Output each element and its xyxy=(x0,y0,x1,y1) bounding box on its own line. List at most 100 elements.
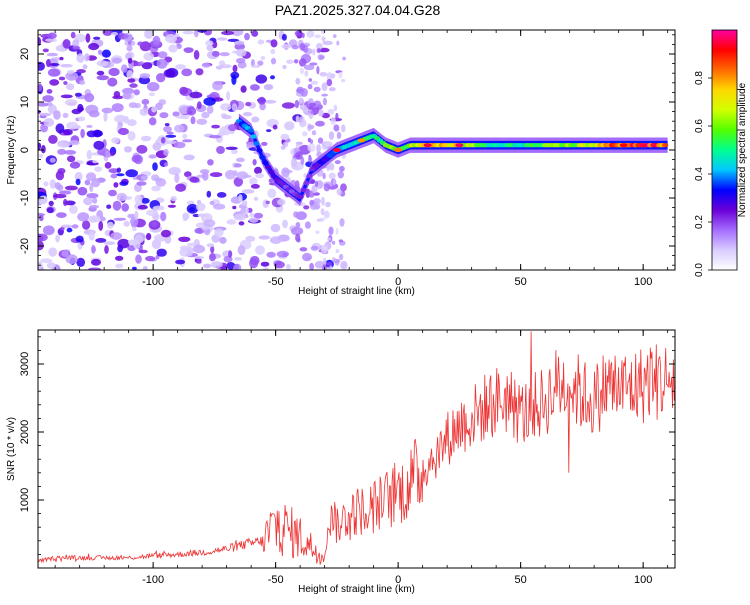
spectrogram-noise-blob xyxy=(155,102,163,111)
spectrogram-noise-blob xyxy=(298,119,304,124)
spectrogram-noise-blob xyxy=(303,205,310,210)
spectrogram-noise-blob xyxy=(236,171,249,180)
spectrogram-noise-blob xyxy=(139,108,149,116)
spectrogram-noise-blob xyxy=(91,244,96,254)
spectrogram-noise-blob xyxy=(310,245,319,251)
spectrogram-noise-blob xyxy=(38,195,47,205)
spectrogram-noise-blob xyxy=(103,112,108,122)
spectrogram-ridge-core xyxy=(262,160,269,165)
spectrogram-noise-blob xyxy=(311,130,317,136)
spectrogram-noise-blob xyxy=(173,141,186,149)
spectrogram-noise-blob xyxy=(321,36,326,42)
spectrogram-noise-blob xyxy=(295,151,303,160)
spectrogram-noise-blob xyxy=(242,112,253,117)
spectrogram-noise-blob xyxy=(53,110,61,120)
spectrogram-noise-blob xyxy=(104,162,112,169)
spectrogram-noise-blob xyxy=(329,265,333,270)
spectrogram-noise-blob xyxy=(63,129,73,136)
spectrogram-noise-blob xyxy=(260,55,266,60)
spectrogram-noise-blob xyxy=(206,190,212,198)
spectrogram-noise-blob xyxy=(263,84,274,91)
spectrogram-noise-blob xyxy=(75,178,81,186)
spectrogram-noise-blob xyxy=(291,226,304,236)
spectrogram-noise-blob xyxy=(195,68,204,76)
spectrogram-noise-blob xyxy=(213,203,226,210)
spectrogram-noise-blob xyxy=(231,103,238,112)
spectrogram-noise-blob xyxy=(233,263,242,270)
spectrogram-noise-blob xyxy=(139,61,144,65)
spectrogram-noise-blob xyxy=(151,221,158,228)
snr-y-tick-label: 1000 xyxy=(19,488,31,512)
spectrogram-noise-blob xyxy=(107,221,114,229)
spectrogram-noise-blob xyxy=(54,182,61,190)
spectrogram-noise-blob xyxy=(273,261,285,269)
spectrogram-noise-blob xyxy=(49,157,56,163)
spectrogram-noise-blob xyxy=(258,235,271,240)
spectrogram-noise-blob xyxy=(151,106,158,113)
spectrogram-noise-blob xyxy=(165,134,177,138)
spectrogram-hotspot xyxy=(619,143,628,148)
snr-y-tick-label: 2000 xyxy=(19,420,31,444)
spectrogram-noise-blob xyxy=(174,173,180,184)
spectrogram-noise-blob xyxy=(300,88,308,97)
spectrogram-noise-blob xyxy=(281,33,287,41)
spectrogram-noise-blob xyxy=(127,131,136,141)
spectrogram-noise-blob xyxy=(49,179,56,189)
spectrogram-noise-blob xyxy=(88,267,101,270)
spectrogram-noise-blob xyxy=(293,59,299,64)
spectrogram-noise-blob xyxy=(249,177,258,186)
spectrogram-y-tick-label: 0 xyxy=(19,147,31,153)
spectrogram-hotspot xyxy=(394,148,403,152)
spectrogram-noise-blob xyxy=(341,124,346,133)
spectrogram-noise-blob xyxy=(321,82,328,91)
spectrogram-noise-blob xyxy=(118,32,126,40)
spectrogram-y-axis-label: Frequency (Hz) xyxy=(6,116,17,185)
spectrogram-noise-blob xyxy=(102,30,113,36)
spectrogram-hotspot xyxy=(357,138,366,143)
spectrogram-noise-blob xyxy=(277,198,286,206)
spectrogram-noise-blob xyxy=(39,153,44,158)
spectrogram-noise-blob xyxy=(294,100,300,109)
spectrogram-noise-blob xyxy=(330,73,336,79)
spectrogram-noise-blob xyxy=(163,126,172,133)
spectrogram-noise-blob xyxy=(46,207,54,214)
spectrogram-noise-blob xyxy=(113,182,119,188)
spectrogram-noise-blob xyxy=(182,30,194,35)
spectrogram-noise-blob xyxy=(65,71,79,81)
spectrogram-noise-blob xyxy=(60,94,73,99)
spectrogram-noise-blob xyxy=(55,123,65,134)
spectrogram-noise-blob xyxy=(123,33,129,39)
spectrogram-noise-blob xyxy=(326,79,333,87)
spectrogram-noise-blob xyxy=(136,181,147,186)
spectrogram-noise-blob xyxy=(183,154,195,161)
spectrogram-noise-blob xyxy=(159,112,169,119)
spectrogram-noise-blob xyxy=(187,246,194,257)
spectrogram-noise-blob xyxy=(66,155,76,163)
spectrogram-noise-blob xyxy=(47,68,61,77)
spectrogram-noise-blob xyxy=(314,34,321,39)
colorbar-tick-label: 0.6 xyxy=(694,119,705,133)
spectrogram-noise-blob xyxy=(49,79,60,86)
spectrogram-noise-blob xyxy=(48,200,54,207)
spectrogram-noise-blob xyxy=(326,72,333,82)
spectrogram-noise-blob xyxy=(322,257,327,266)
spectrogram-noise-blob xyxy=(166,131,174,135)
spectrogram-noise-blob xyxy=(219,236,227,244)
spectrogram-noise-blob xyxy=(257,39,265,45)
spectrogram-noise-blob xyxy=(140,135,152,142)
spectrogram-noise-blob xyxy=(214,228,224,237)
spectrogram-noise-blob xyxy=(101,107,114,114)
spectrogram-noise-blob xyxy=(39,112,52,117)
spectrogram-noise-blob xyxy=(182,133,188,139)
spectrogram-noise-blob xyxy=(338,71,343,79)
spectrogram-noise-blob xyxy=(339,165,345,172)
spectrogram-noise-blob xyxy=(335,248,340,254)
spectrogram-noise-blob xyxy=(131,266,137,270)
spectrogram-noise-blob xyxy=(210,245,215,254)
spectrogram-noise-blob xyxy=(310,80,319,86)
spectrogram-noise-blob xyxy=(336,40,340,46)
spectrogram-noise-blob xyxy=(142,266,148,270)
spectrogram-noise-blob xyxy=(325,201,331,208)
spectrogram-noise-blob xyxy=(196,118,208,125)
